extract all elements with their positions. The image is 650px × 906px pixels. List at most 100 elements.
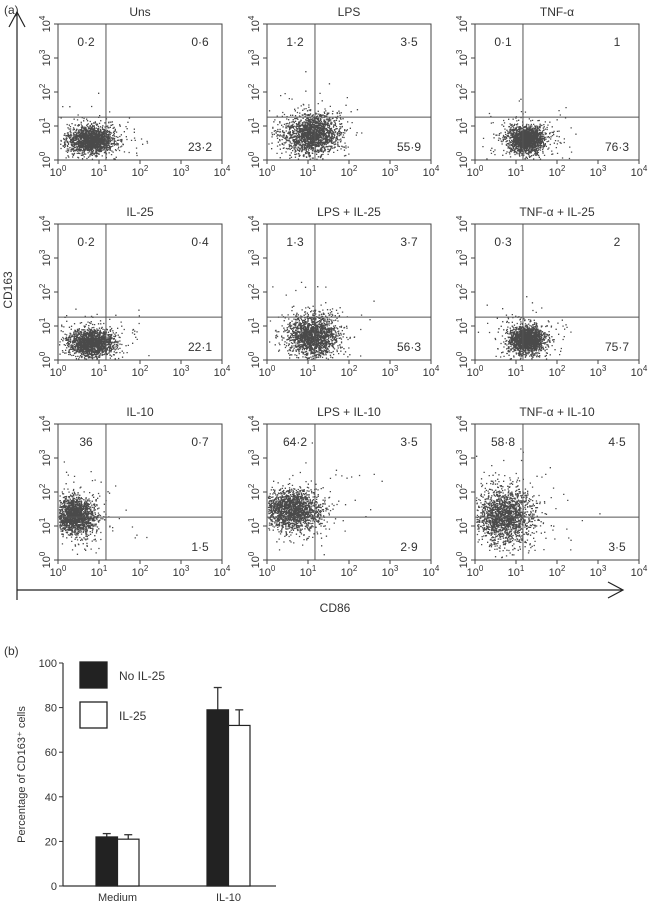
upper-right-percent: 1 bbox=[614, 35, 621, 49]
y-tick-label: 103 bbox=[38, 249, 53, 266]
plot-title: LPS + IL-25 bbox=[317, 205, 381, 219]
x-tick-label: 100 bbox=[50, 164, 67, 179]
plot-title: IL-25 bbox=[126, 205, 154, 219]
y-tick-label: 102 bbox=[455, 283, 470, 300]
y-tick-label: 102 bbox=[455, 483, 470, 500]
x-tick-label: 102 bbox=[341, 164, 358, 179]
plot-title: TNF-α bbox=[540, 5, 574, 19]
x-tick-label: 101 bbox=[91, 364, 108, 379]
category-label: Medium bbox=[98, 892, 137, 904]
lower-right-percent: 1·5 bbox=[191, 540, 209, 554]
x-tick-label: 104 bbox=[423, 164, 440, 179]
x-tick-label: 104 bbox=[423, 564, 440, 579]
y-tick-label: 102 bbox=[38, 483, 53, 500]
y-tick-label: 103 bbox=[247, 449, 262, 466]
arrow-head-icon bbox=[8, 10, 26, 28]
upper-left-percent: 1·3 bbox=[286, 235, 304, 249]
x-tick-label: 103 bbox=[173, 164, 190, 179]
plot-title: Uns bbox=[129, 5, 150, 19]
y-tick-label: 103 bbox=[455, 249, 470, 266]
y-tick-label: 104 bbox=[455, 415, 470, 432]
panel-b-label: (b) bbox=[4, 644, 19, 658]
x-tick-label: 103 bbox=[382, 164, 399, 179]
x-tick-label: 100 bbox=[50, 364, 67, 379]
y-tick-label: 102 bbox=[38, 83, 53, 100]
y-tick-label: 104 bbox=[455, 215, 470, 232]
y-tick-label: 103 bbox=[38, 449, 53, 466]
y-axis-label: Percentage of CD163⁺ cells bbox=[16, 706, 28, 843]
x-tick-label: 104 bbox=[631, 364, 648, 379]
y-tick-label: 101 bbox=[455, 117, 470, 134]
bar-il-25 bbox=[116, 838, 140, 887]
x-tick-label: 104 bbox=[631, 164, 648, 179]
y-tick-label: 100 bbox=[38, 151, 53, 168]
y-tick-label: 102 bbox=[38, 283, 53, 300]
lower-right-percent: 3·5 bbox=[608, 540, 626, 554]
x-tick-label: 100 bbox=[467, 164, 484, 179]
upper-right-percent: 3·5 bbox=[400, 435, 418, 449]
y-tick-label: 101 bbox=[247, 517, 262, 534]
x-tick-label: 102 bbox=[132, 564, 149, 579]
upper-right-percent: 0·7 bbox=[191, 435, 209, 449]
y-tick-label: 102 bbox=[247, 483, 262, 500]
x-tick-label: 100 bbox=[259, 364, 276, 379]
x-tick-label: 103 bbox=[173, 364, 190, 379]
scatter-points bbox=[59, 308, 150, 360]
x-tick-label: 100 bbox=[467, 564, 484, 579]
y-tick-label: 104 bbox=[38, 415, 53, 432]
y-tick-label: 100 bbox=[38, 351, 53, 368]
legend-label: IL-25 bbox=[119, 709, 147, 723]
x-tick-label: 101 bbox=[300, 164, 317, 179]
scatter-points bbox=[60, 92, 149, 160]
x-tick-label: 102 bbox=[132, 164, 149, 179]
lower-right-percent: 76·3 bbox=[605, 140, 629, 154]
x-tick-label: 103 bbox=[590, 164, 607, 179]
x-tick-label: 103 bbox=[382, 364, 399, 379]
y-tick-label: 102 bbox=[455, 83, 470, 100]
y-tick-label: 100 bbox=[455, 351, 470, 368]
x-tick-label: 104 bbox=[631, 564, 648, 579]
lower-right-percent: 2·9 bbox=[400, 540, 418, 554]
x-tick-label: 101 bbox=[508, 364, 525, 379]
y-tick-label: 104 bbox=[247, 415, 262, 432]
x-tick-label: 100 bbox=[259, 164, 276, 179]
x-tick-label: 102 bbox=[341, 364, 358, 379]
x-tick-label: 104 bbox=[423, 364, 440, 379]
y-tick-label: 100 bbox=[247, 551, 262, 568]
lower-right-percent: 22·1 bbox=[188, 340, 212, 354]
x-tick-label: 100 bbox=[50, 564, 67, 579]
y-tick-label: 104 bbox=[247, 215, 262, 232]
y-tick-label: 101 bbox=[247, 117, 262, 134]
lower-right-percent: 23·2 bbox=[188, 140, 212, 154]
y-tick-label: 103 bbox=[247, 249, 262, 266]
scatter-points bbox=[58, 461, 148, 555]
upper-left-percent: 36 bbox=[79, 435, 93, 449]
y-tick-label: 40 bbox=[45, 792, 57, 804]
upper-left-percent: 0·1 bbox=[494, 35, 512, 49]
plot-title: LPS + IL-10 bbox=[317, 405, 381, 419]
y-tick-label: 101 bbox=[455, 517, 470, 534]
upper-left-percent: 64·2 bbox=[283, 435, 307, 449]
upper-left-percent: 58·8 bbox=[491, 435, 515, 449]
plot-title: TNF-α + IL-25 bbox=[519, 205, 595, 219]
y-tick-label: 102 bbox=[247, 83, 262, 100]
panel-a-label: (a) bbox=[4, 3, 19, 17]
x-tick-label: 103 bbox=[173, 564, 190, 579]
upper-left-percent: 0·2 bbox=[77, 235, 95, 249]
arrow-head-icon bbox=[607, 581, 625, 599]
x-tick-label: 102 bbox=[549, 164, 566, 179]
upper-right-percent: 0·4 bbox=[191, 235, 209, 249]
bar-no-il-25 bbox=[206, 709, 230, 887]
x-tick-label: 101 bbox=[300, 564, 317, 579]
x-axis-label: CD86 bbox=[320, 601, 351, 615]
x-tick-label: 103 bbox=[382, 564, 399, 579]
y-tick-label: 100 bbox=[38, 551, 53, 568]
upper-left-percent: 0·2 bbox=[77, 35, 95, 49]
y-tick-label: 102 bbox=[247, 283, 262, 300]
